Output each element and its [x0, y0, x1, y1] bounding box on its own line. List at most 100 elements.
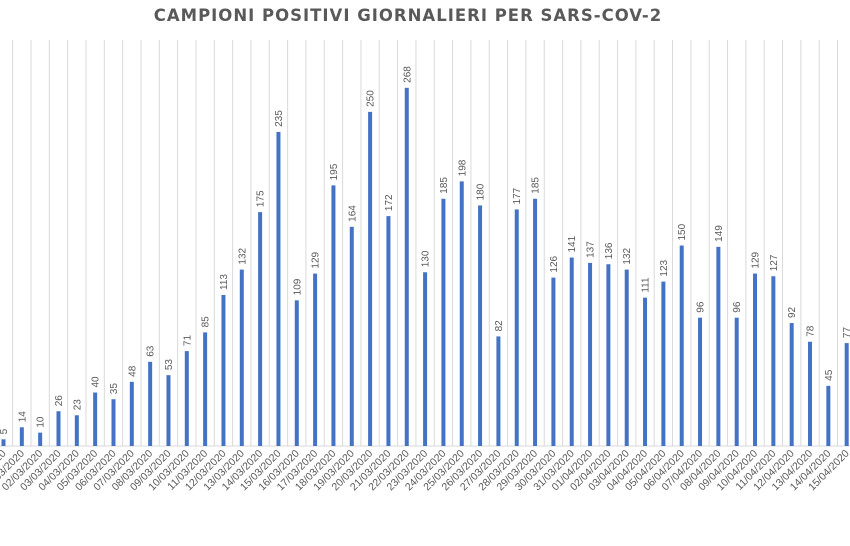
value-label: 129	[751, 251, 762, 268]
value-label: 77	[842, 327, 850, 339]
bar	[753, 273, 758, 446]
value-label: 130	[421, 250, 432, 267]
bar	[606, 264, 611, 446]
value-label: 92	[787, 306, 798, 318]
value-label: 5	[0, 428, 10, 434]
bar	[478, 205, 483, 446]
value-label: 40	[91, 376, 102, 388]
value-label: 126	[549, 255, 560, 272]
bar	[313, 273, 318, 446]
bar	[203, 332, 208, 446]
value-label: 26	[54, 395, 65, 407]
value-label: 14	[17, 411, 28, 423]
value-label: 71	[182, 335, 193, 347]
value-label: 96	[732, 301, 743, 313]
value-label: 111	[641, 277, 652, 293]
value-label: 129	[311, 251, 322, 268]
bar	[826, 385, 831, 446]
bar	[661, 281, 666, 446]
bar	[624, 269, 629, 446]
bar	[258, 212, 263, 446]
value-label: 82	[494, 320, 505, 332]
bar	[808, 341, 813, 446]
bar	[111, 399, 116, 446]
value-label: 149	[714, 225, 725, 242]
bar	[698, 317, 703, 446]
bar	[771, 276, 776, 446]
bar	[441, 198, 446, 446]
value-label: 198	[457, 159, 468, 176]
bar	[276, 131, 281, 447]
bar	[74, 415, 79, 446]
value-label: 132	[622, 247, 633, 264]
value-label: 23	[72, 399, 83, 411]
value-label: 123	[659, 259, 670, 276]
bar	[551, 277, 556, 446]
bars	[1, 87, 849, 447]
value-label: 78	[806, 325, 817, 337]
bar	[679, 245, 684, 446]
bar	[588, 262, 593, 446]
x-tick-label: 2020	[0, 448, 9, 473]
value-label: 137	[586, 241, 597, 258]
value-label: 268	[402, 66, 413, 83]
value-label: 172	[384, 194, 395, 211]
bar	[789, 323, 794, 446]
bar	[533, 198, 538, 446]
bar	[569, 257, 574, 446]
bar	[38, 432, 43, 446]
bar	[166, 375, 171, 446]
value-label: 35	[109, 383, 120, 395]
bar	[716, 246, 721, 446]
bar	[1, 439, 6, 446]
bar	[368, 111, 373, 446]
value-label: 132	[237, 247, 248, 264]
bar	[129, 381, 134, 446]
bar	[93, 392, 98, 446]
chart-title: CAMPIONI POSITIVI GIORNALIERI PER SARS-C…	[153, 6, 663, 25]
bar	[423, 272, 428, 446]
bar	[496, 336, 501, 446]
value-label: 48	[127, 365, 138, 377]
value-label: 141	[567, 235, 578, 252]
bar	[643, 297, 648, 446]
value-label: 96	[696, 301, 707, 313]
bar	[56, 411, 61, 446]
bar	[239, 269, 244, 446]
value-label: 180	[476, 183, 487, 200]
x-tick-labels: 20201/03/202002/03/202003/03/202004/03/2…	[0, 448, 850, 494]
bar	[844, 343, 849, 446]
value-label: 185	[531, 177, 542, 194]
bar	[221, 294, 226, 446]
bar	[184, 351, 189, 446]
bar	[514, 209, 519, 446]
value-label: 10	[36, 416, 47, 428]
value-label: 195	[329, 163, 340, 180]
value-label: 109	[292, 278, 303, 295]
bar	[734, 317, 739, 446]
value-label: 63	[146, 345, 157, 357]
bar	[349, 226, 354, 446]
value-label: 185	[439, 177, 450, 194]
value-labels: 5 14 10 26 23 40 35 48 63 53 71 85 113 132 175 235 109 12…	[0, 66, 850, 435]
bar	[148, 361, 153, 446]
value-label: 45	[824, 369, 835, 381]
bar	[19, 427, 24, 446]
value-label: 250	[366, 90, 377, 107]
value-label: 113	[219, 274, 230, 290]
value-label: 127	[769, 254, 780, 271]
gridlines	[12, 40, 839, 446]
value-label: 164	[347, 205, 358, 222]
bar	[294, 300, 299, 446]
bar	[459, 181, 464, 447]
value-label: 235	[274, 110, 285, 127]
value-label: 150	[677, 223, 688, 240]
value-label: 177	[512, 187, 523, 204]
value-label: 53	[164, 359, 175, 371]
value-label: 136	[604, 242, 615, 259]
value-label: 85	[201, 316, 212, 328]
bar	[386, 216, 391, 446]
bar	[331, 185, 336, 446]
bar	[404, 87, 409, 447]
